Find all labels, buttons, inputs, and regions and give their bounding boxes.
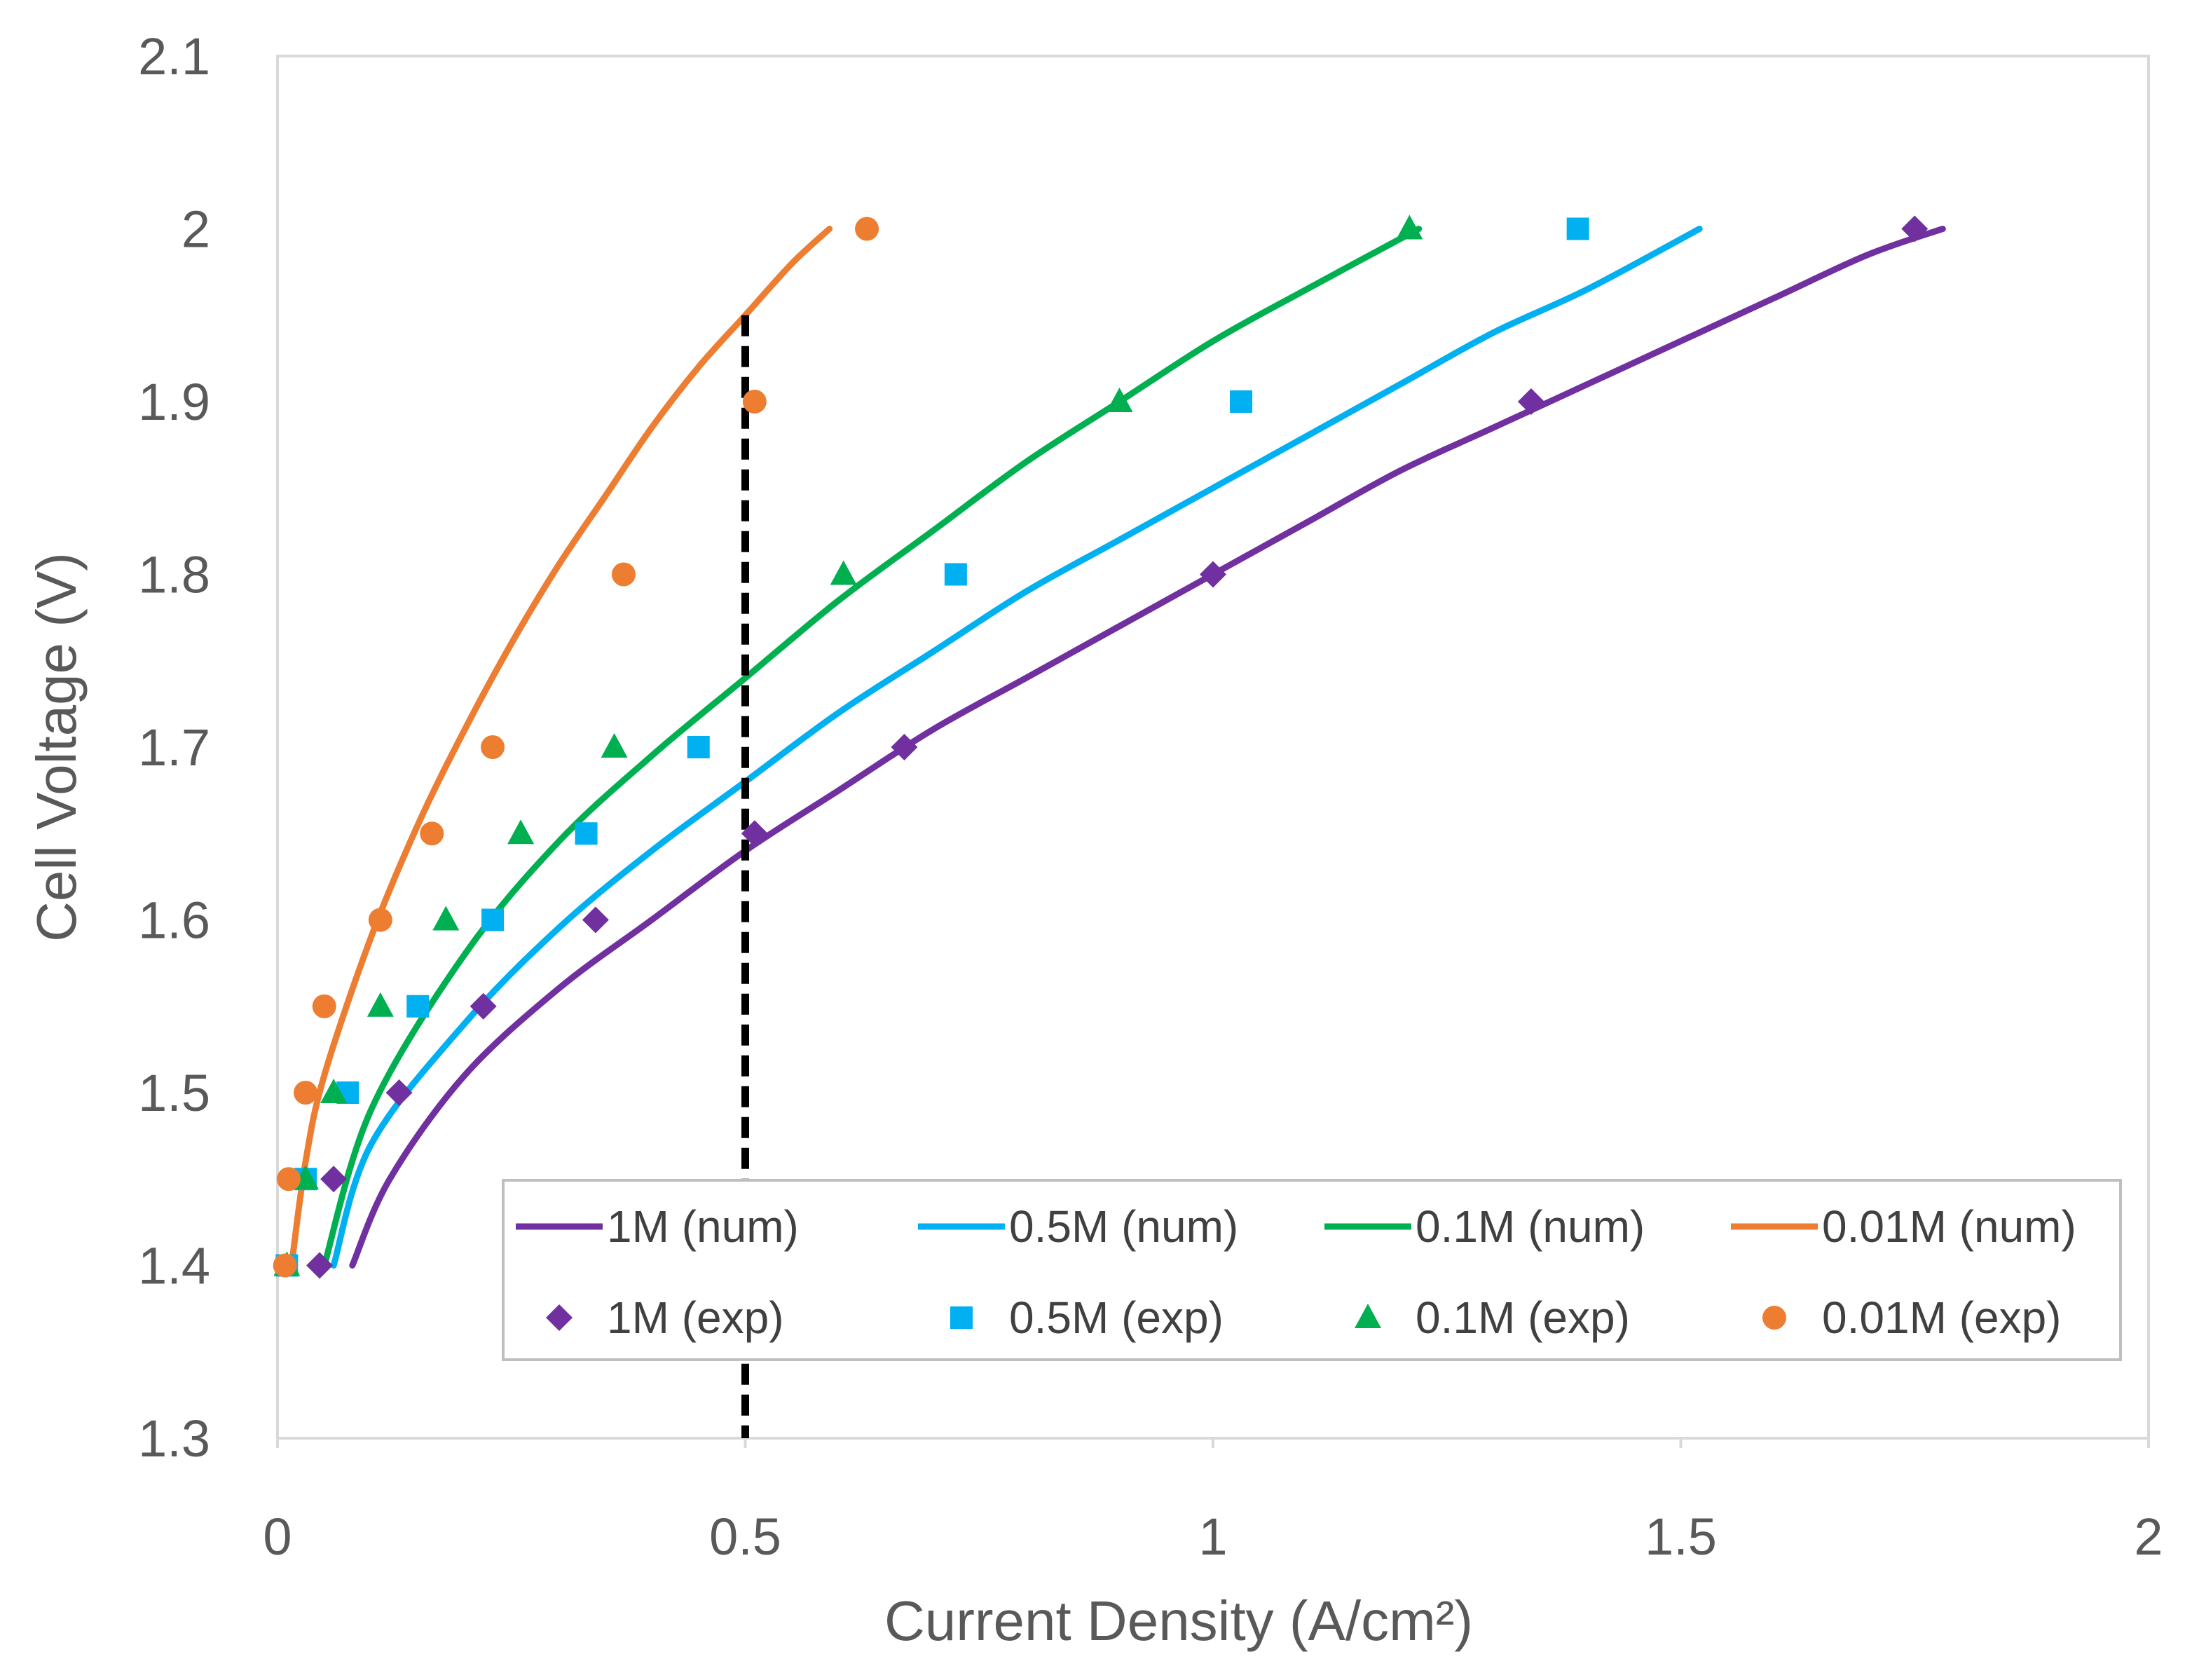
- data-point-0-01m-exp: [742, 390, 767, 414]
- data-point-1m-exp: [470, 992, 497, 1020]
- y-tick-label: 1.3: [138, 1409, 210, 1468]
- legend-label-1m-num: 1M (num): [607, 1201, 799, 1252]
- legend-label-0-1m-exp: 0.1M (exp): [1416, 1292, 1630, 1343]
- data-point-0-1m-exp: [601, 733, 628, 758]
- legend-marker-1m-exp: [546, 1304, 573, 1331]
- data-point-1m-exp: [320, 1166, 348, 1193]
- data-point-1m-exp: [306, 1252, 334, 1279]
- data-point-0-01m-exp: [294, 1081, 318, 1105]
- data-point-1m-exp: [582, 906, 609, 934]
- data-point-0-5m-exp: [1230, 390, 1253, 413]
- data-point-0-01m-exp: [481, 735, 505, 759]
- series-line-0-01m-num: [288, 226, 833, 1269]
- y-tick-label: 2.1: [138, 27, 210, 86]
- data-point-0-1m-exp: [432, 906, 460, 931]
- data-point-0-1m-exp: [1396, 214, 1423, 240]
- data-point-0-01m-exp: [855, 217, 879, 241]
- series-markers: [273, 214, 1929, 1279]
- legend-box: [502, 1179, 2122, 1361]
- series-line-0-5m-num: [330, 226, 1703, 1269]
- data-point-1m-exp: [385, 1079, 413, 1106]
- x-tick-label: 1: [1198, 1508, 1227, 1566]
- data-point-0-1m-exp: [830, 560, 857, 585]
- legend-label-1m-exp: 1M (exp): [607, 1292, 784, 1343]
- legend-label-0-01m-exp: 0.01M (exp): [1822, 1292, 2061, 1343]
- legend: 1M (num) 0.5M (num) 0.1M (num) 0.01M (num) 1…: [502, 1179, 2122, 1361]
- data-point-0-5m-exp: [944, 563, 967, 586]
- y-tick-label: 1.6: [138, 892, 210, 950]
- data-point-0-5m-exp: [575, 822, 598, 845]
- data-point-1m-exp: [1517, 388, 1544, 415]
- data-point-0-01m-exp: [273, 1253, 297, 1278]
- x-axis-title: Current Density (A/cm²): [884, 1590, 1473, 1652]
- legend-marker-0-5m-exp: [950, 1306, 973, 1329]
- y-axis-ticks: 1.3 1.4 1.5 1.6 1.7 1.8 1.9 2 2.1: [138, 27, 210, 1468]
- legend-marker-0-1m-exp: [1355, 1304, 1381, 1328]
- x-axis-ticks: 0 0.5 1 1.5 2: [263, 1438, 2163, 1566]
- data-point-0-01m-exp: [368, 908, 392, 932]
- x-tick-label: 0: [263, 1508, 292, 1566]
- x-tick-label: 1.5: [1645, 1508, 1717, 1566]
- data-point-0-1m-exp: [367, 992, 394, 1017]
- data-point-0-5m-exp: [481, 908, 505, 931]
- data-point-0-5m-exp: [687, 736, 710, 758]
- legend-label-0-5m-num: 0.5M (num): [1009, 1201, 1238, 1252]
- data-point-0-1m-exp: [320, 1079, 348, 1103]
- x-tick-label: 2: [2134, 1508, 2163, 1566]
- legend-marker-0-01m-exp: [1762, 1306, 1786, 1330]
- data-point-1m-exp: [1200, 561, 1226, 588]
- legend-label-0-5m-exp: 0.5M (exp): [1009, 1292, 1224, 1343]
- y-tick-label: 1.8: [138, 546, 210, 604]
- series-lines: [288, 226, 1946, 1269]
- data-point-0-01m-exp: [420, 821, 444, 846]
- y-tick-label: 2: [181, 200, 210, 259]
- y-tick-label: 1.4: [138, 1237, 210, 1295]
- series-line-0-1m-num: [321, 226, 1423, 1269]
- series-line-1m-num: [349, 226, 1946, 1269]
- data-point-0-01m-exp: [277, 1167, 301, 1191]
- y-axis-title: Cell Voltage (V): [25, 552, 88, 942]
- data-point-1m-exp: [1901, 215, 1929, 243]
- legend-label-0-01m-num: 0.01M (num): [1822, 1201, 2076, 1252]
- data-point-0-01m-exp: [312, 994, 336, 1018]
- data-point-0-1m-exp: [1106, 388, 1133, 412]
- data-point-0-01m-exp: [611, 562, 636, 587]
- data-point-0-5m-exp: [406, 995, 430, 1018]
- y-tick-label: 1.5: [138, 1064, 210, 1122]
- data-point-1m-exp: [891, 734, 918, 760]
- x-tick-label: 0.5: [709, 1508, 781, 1566]
- data-point-0-1m-exp: [507, 819, 535, 845]
- data-point-0-5m-exp: [1566, 217, 1589, 240]
- legend-label-0-1m-num: 0.1M (num): [1416, 1201, 1645, 1252]
- y-tick-label: 1.7: [138, 718, 210, 777]
- data-point-1m-exp: [741, 820, 768, 847]
- y-tick-label: 1.9: [138, 373, 210, 431]
